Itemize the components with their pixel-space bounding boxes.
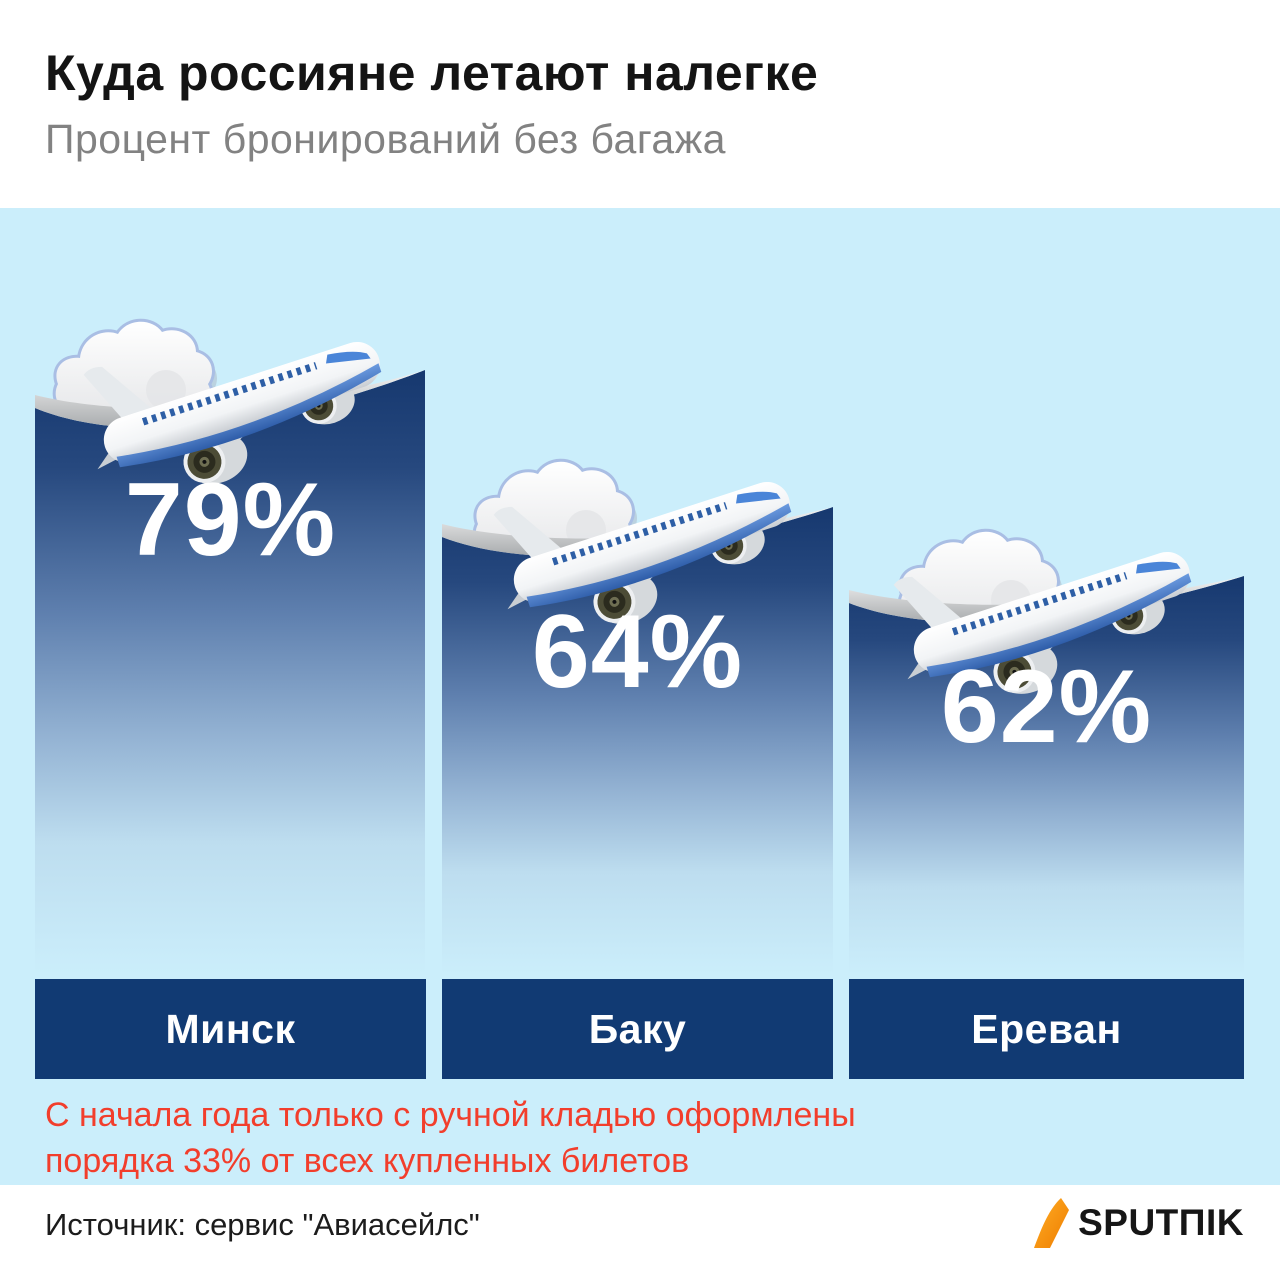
sputnik-logo: SPUTΠIK [1034,1198,1244,1248]
bar-value-yerevan: 62% [940,649,1153,765]
category-label-text: Минск [165,1005,296,1052]
annotation-note: С начала года только с ручной кладью офо… [45,1092,1225,1184]
bar-value-baku: 64% [531,594,744,710]
category-label-minsk: Минск [35,979,426,1079]
page-title: Куда россияне летают налегке [45,45,819,101]
category-label-baku: Баку [442,979,833,1079]
category-label-text: Ереван [971,1005,1122,1052]
source-text: Источник: сервис "Авиасейлс" [45,1207,480,1242]
category-label-yerevan: Ереван [849,979,1244,1079]
page-subtitle: Процент бронирований без багажа [45,116,726,162]
bar-shape [849,576,1244,975]
sputnik-flame-icon [1034,1198,1070,1248]
bar-shape [442,507,833,975]
sputnik-wordmark: SPUTΠIK [1078,1202,1244,1243]
annotation-line-1: С начала года только с ручной кладью офо… [45,1096,856,1134]
bar-shape [35,370,425,975]
bar-value-minsk: 79% [124,462,337,578]
category-label-text: Баку [588,1005,687,1052]
annotation-line-2: порядка 33% от всех купленных билетов [45,1142,690,1181]
